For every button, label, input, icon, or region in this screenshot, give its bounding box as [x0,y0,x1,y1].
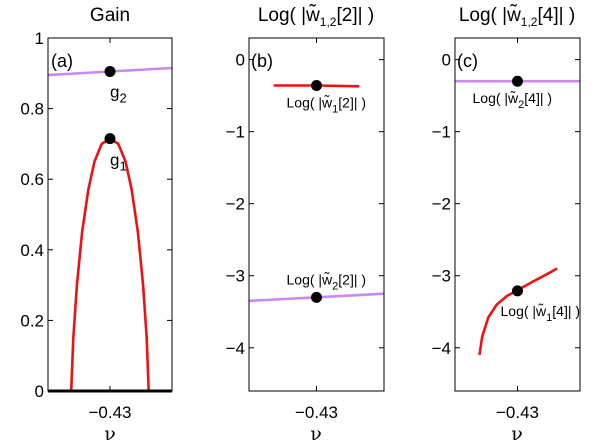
panel-b-title-sub: 1,2 [320,15,337,29]
panel-a-x-ticks: −0.43 [88,38,132,422]
marker-point-1 [104,66,116,78]
panel-b-title: Log( |w̃1,2[2]| ) [258,4,374,29]
y-tick-label: 1 [35,29,44,48]
y-tick-label: −4 [432,339,451,358]
marker-label-main: Log( |w̃ [287,94,334,110]
panel-c-label: (c) [457,51,478,71]
marker-point-2 [104,133,116,145]
marker-point-1 [311,80,322,92]
panel-b-series [248,84,385,303]
panel-c-y-ticks: 0 −1 −2 −3 −4 [432,51,580,358]
panel-c-title-main: Log( |w̃ [459,4,521,26]
x-tick-label: −0.43 [496,403,539,422]
y-tick-label: −1 [226,123,245,142]
y-tick-label: −3 [432,267,451,286]
marker-label-main: Log( |w̃ [473,90,520,106]
marker-label-sub: 1 [119,159,126,174]
marker-label-main: Log( |w̃ [501,303,548,319]
marker-label-1: Log( |w̃1[2]| ) [287,94,367,115]
y-tick-label: 0.6 [20,170,44,189]
marker-label-main: g [110,151,119,170]
marker-label-2: Log( |w̃1[4]| ) [501,303,581,324]
marker-label-tail: [2]| ) [338,271,366,287]
panel-b-markers: Log( |w̃1[2]| )Log( |w̃2[2]| ) [287,80,367,303]
panel-b-axes-frame [248,37,385,392]
panel-c-x-label: ν [511,423,523,445]
y-tick-label: −3 [226,267,245,286]
marker-label-sub: 2 [119,91,126,106]
y-tick-label: −2 [432,195,451,214]
y-tick-label: 0 [35,382,44,401]
panel-b-label: (b) [251,51,273,71]
marker-label-1: g2 [110,83,127,106]
marker-label-sub: 2 [518,99,524,111]
panel-a-x-label: ν [104,423,116,445]
marker-point-2 [311,291,322,303]
panel-b-x-ticks: −0.43 [295,38,338,422]
panel-b: Log( |w̃1,2[2]| ) 0−1−2−3−4 −0.43 Log( |… [226,4,385,445]
panel-b-title-main: Log( |w̃ [258,4,320,26]
panel-a-axes-frame [47,37,173,392]
series-line-2 [69,137,150,392]
y-tick-label: −1 [432,123,451,142]
x-tick-label: −0.43 [88,403,131,422]
panel-b-y-ticks: 0 −1 −2 −3 −4 [226,51,384,358]
marker-label-tail: [4]| ) [552,303,580,319]
y-tick-label: −4 [226,339,245,358]
y-tick-label: −2 [226,195,245,214]
marker-point-2 [512,285,523,297]
marker-label-tail: [4]| ) [524,90,552,106]
marker-label-sub: 2 [332,280,338,292]
panel-a-title: Gain [90,5,130,26]
marker-label-2: Log( |w̃2[2]| ) [287,271,367,292]
y-tick-label: 0 [442,51,451,70]
panel-a-y-ticks: 0 0.2 0.4 0.6 0.8 1 [20,29,172,401]
marker-label-tail: [2]| ) [338,95,366,111]
marker-label-main: Log( |w̃ [287,271,334,287]
marker-point-1 [512,75,523,87]
y-tick-label: 0.2 [20,311,44,330]
panel-c-title-tail: [4]| ) [537,5,575,26]
y-tick-label: 0.8 [20,100,44,119]
panel-c-title-sub: 1,2 [521,15,538,29]
panel-c-axes-frame [454,37,581,392]
marker-label-1: Log( |w̃2[4]| ) [473,90,553,111]
y-tick-label: 0.4 [20,241,44,260]
y-tick-label: 0 [236,51,245,70]
panel-a-series [47,66,173,393]
panel-b-title-tail: [2]| ) [336,5,374,26]
marker-label-sub: 1 [332,104,338,116]
panel-c-title: Log( |w̃1,2[4]| ) [459,4,575,29]
panel-a-label: (a) [51,51,73,71]
panel-c: Log( |w̃1,2[4]| ) 0−1−2−3−4 −0.43 Log( |… [432,4,581,445]
x-tick-label: −0.43 [295,403,338,422]
marker-label-sub: 1 [546,312,552,324]
panel-b-x-label: ν [310,423,322,445]
panel-c-x-ticks: −0.43 [496,38,539,422]
marker-label-main: g [110,83,119,102]
series-line-2 [478,267,558,356]
panel-c-markers: Log( |w̃2[4]| )Log( |w̃1[4]| ) [473,75,581,324]
marker-label-2: g1 [110,151,127,174]
